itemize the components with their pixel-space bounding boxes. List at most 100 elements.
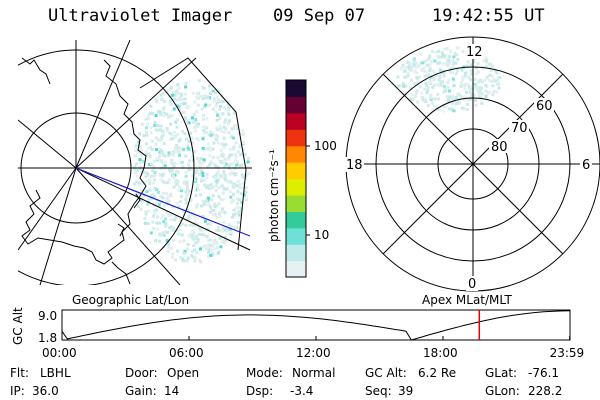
emission-pixel bbox=[233, 159, 237, 163]
emission-pixel bbox=[211, 194, 215, 198]
emission-pixel bbox=[184, 81, 188, 85]
emission-pixel bbox=[222, 100, 226, 103]
emission-pixel bbox=[197, 138, 201, 142]
emission-pixel bbox=[456, 69, 459, 73]
emission-pixel bbox=[208, 96, 212, 100]
emission-pixel bbox=[175, 98, 179, 102]
emission-pixel bbox=[172, 164, 176, 168]
emission-pixel bbox=[464, 82, 468, 86]
emission-pixel bbox=[451, 71, 454, 75]
emission-pixel bbox=[219, 245, 223, 249]
emission-pixel bbox=[155, 148, 158, 152]
emission-pixel bbox=[234, 141, 238, 145]
emission-pixel bbox=[219, 175, 223, 178]
footer-mode-value: Normal bbox=[292, 366, 335, 380]
emission-pixel bbox=[199, 156, 203, 160]
emission-pixel bbox=[217, 169, 221, 173]
emission-pixel bbox=[192, 231, 196, 235]
emission-pixel bbox=[444, 88, 448, 92]
emission-pixel bbox=[416, 80, 420, 84]
emission-pixel bbox=[159, 233, 163, 237]
emission-pixel bbox=[134, 154, 138, 158]
emission-pixel bbox=[191, 113, 195, 117]
emission-pixel bbox=[447, 61, 451, 65]
emission-pixel bbox=[213, 241, 217, 245]
emission-pixel bbox=[140, 201, 144, 205]
emission-pixel bbox=[181, 222, 184, 226]
emission-pixel bbox=[181, 130, 184, 133]
emission-pixel bbox=[173, 173, 177, 177]
emission-pixel bbox=[209, 92, 212, 95]
emission-pixel bbox=[218, 100, 222, 104]
emission-pixel bbox=[145, 142, 148, 146]
emission-pixel bbox=[229, 162, 233, 166]
emission-pixel bbox=[160, 98, 164, 102]
emission-pixel bbox=[163, 181, 167, 185]
emission-pixel bbox=[221, 226, 225, 230]
footer-glon-value: 228.2 bbox=[528, 384, 562, 398]
emission-pixel bbox=[445, 95, 449, 98]
emission-pixel bbox=[167, 194, 171, 198]
emission-pixel bbox=[233, 124, 237, 128]
emission-pixel bbox=[232, 126, 236, 130]
emission-pixel bbox=[454, 61, 458, 65]
emission-pixel bbox=[429, 96, 432, 100]
geographic-map bbox=[18, 40, 252, 285]
emission-pixel bbox=[162, 133, 166, 137]
emission-pixel bbox=[144, 150, 148, 154]
emission-pixel bbox=[220, 161, 224, 165]
emission-pixel bbox=[210, 248, 214, 252]
emission-pixel bbox=[238, 186, 242, 190]
emission-pixel bbox=[426, 104, 430, 108]
emission-pixel bbox=[489, 69, 493, 73]
emission-pixel bbox=[157, 203, 161, 207]
emission-pixel bbox=[219, 148, 223, 152]
emission-pixel bbox=[216, 246, 219, 250]
emission-pixel bbox=[223, 226, 227, 230]
footer-mode-label: Mode: bbox=[246, 366, 283, 380]
emission-pixel bbox=[222, 220, 226, 224]
emission-pixel bbox=[153, 124, 157, 127]
emission-pixel bbox=[246, 165, 249, 169]
emission-pixel bbox=[161, 167, 165, 171]
emission-pixel bbox=[218, 107, 222, 111]
colorbar-segment bbox=[286, 244, 306, 262]
emission-pixel bbox=[167, 199, 171, 203]
emission-pixel bbox=[207, 133, 211, 137]
emission-pixel bbox=[187, 189, 191, 193]
emission-pixel bbox=[246, 160, 250, 164]
emission-pixel bbox=[452, 109, 456, 113]
emission-pixel bbox=[192, 215, 196, 219]
emission-pixel bbox=[430, 50, 434, 54]
emission-pixel bbox=[469, 69, 473, 73]
emission-pixel bbox=[453, 51, 457, 55]
emission-pixel bbox=[169, 158, 173, 162]
emission-pixel bbox=[218, 117, 222, 121]
emission-pixel bbox=[222, 143, 226, 147]
emission-pixel bbox=[447, 78, 451, 82]
emission-pixel bbox=[223, 165, 227, 169]
emission-pixel bbox=[201, 146, 205, 150]
emission-pixel bbox=[163, 164, 167, 168]
emission-pixel bbox=[211, 132, 215, 136]
colorbar-segment bbox=[286, 178, 306, 196]
emission-pixel bbox=[216, 114, 220, 117]
emission-pixel bbox=[168, 100, 172, 104]
mlt-label-6: 6 bbox=[582, 158, 590, 173]
view-boundary bbox=[235, 111, 247, 251]
emission-pixel bbox=[433, 71, 436, 75]
footer-glon-label: GLon: bbox=[485, 384, 520, 398]
emission-pixel bbox=[234, 155, 238, 159]
emission-pixel bbox=[243, 186, 247, 190]
emission-pixel bbox=[187, 168, 191, 172]
emission-pixel bbox=[494, 69, 498, 73]
emission-pixel bbox=[156, 110, 160, 114]
altitude-curve bbox=[61, 310, 571, 341]
emission-pixel bbox=[145, 130, 148, 134]
emission-pixel bbox=[469, 85, 473, 89]
emission-pixel bbox=[200, 179, 203, 183]
footer-info: Flt: LBHL Door: Open Mode: Normal GC Alt… bbox=[10, 366, 562, 398]
emission-pixel bbox=[197, 226, 201, 230]
observation-date: 09 Sep 07 bbox=[273, 6, 366, 26]
emission-pixel bbox=[207, 254, 210, 258]
